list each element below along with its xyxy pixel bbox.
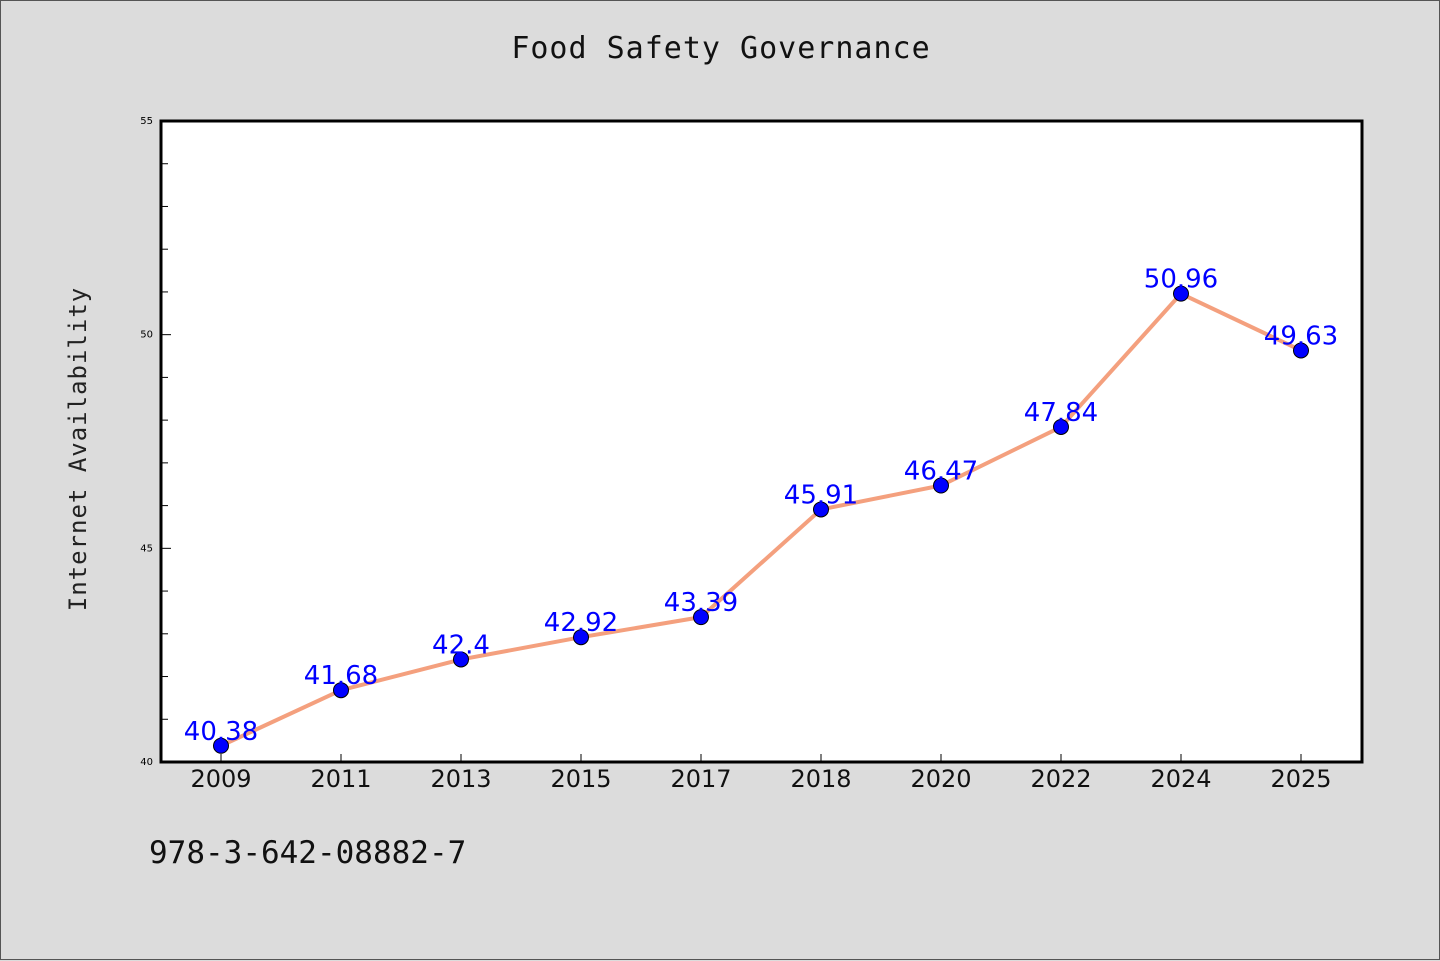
data-point <box>933 477 949 494</box>
x-tick-label: 2011 <box>310 765 371 793</box>
x-tick-label: 2020 <box>910 765 971 793</box>
data-point <box>453 651 469 668</box>
data-point <box>1173 285 1189 302</box>
data-label: 42.92 <box>544 608 618 638</box>
x-tick-label: 2009 <box>190 765 251 793</box>
data-point <box>1293 342 1309 359</box>
x-tick-label: 2017 <box>670 765 731 793</box>
x-tick-label: 2013 <box>430 765 491 793</box>
chart-title: Food Safety Governance <box>511 31 931 66</box>
data-point <box>333 682 349 699</box>
isbn-code: 978-3-642-08882-7 <box>149 835 467 871</box>
x-tick-label: 2015 <box>550 765 611 793</box>
data-label: 46.47 <box>904 457 978 487</box>
data-point <box>573 629 589 646</box>
x-tick-label: 2022 <box>1030 765 1091 793</box>
data-label: 42.4 <box>432 630 490 660</box>
data-point <box>693 609 709 626</box>
data-label: 47.84 <box>1024 398 1098 428</box>
x-tick-label: 2024 <box>1150 765 1211 793</box>
data-label: 43.39 <box>664 588 738 618</box>
data-label: 50.96 <box>1144 265 1218 295</box>
data-label: 49.63 <box>1264 321 1338 351</box>
y-tick-label: 45 <box>140 543 153 554</box>
data-point <box>213 737 229 754</box>
x-tick-label: 2025 <box>1270 765 1331 793</box>
data-label: 40.38 <box>184 717 258 747</box>
series-line <box>220 291 1302 748</box>
data-label: 45.91 <box>784 480 858 510</box>
y-tick-label: 40 <box>140 757 153 768</box>
data-point <box>813 501 829 518</box>
y-tick-label: 55 <box>140 116 153 127</box>
plot-frame <box>159 119 1364 764</box>
x-tick-label: 2018 <box>790 765 851 793</box>
plot-area <box>161 121 1362 762</box>
data-label: 41.68 <box>304 661 378 691</box>
data-point <box>1053 418 1069 435</box>
y-tick-label: 50 <box>140 330 153 341</box>
